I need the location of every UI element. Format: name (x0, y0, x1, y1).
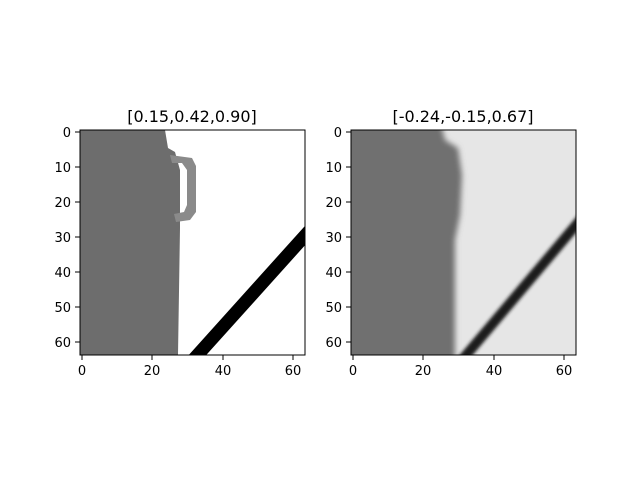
y-tick: 0 (63, 126, 80, 141)
y-tick-label: 30 (325, 231, 342, 246)
x-tick-label: 60 (556, 364, 573, 379)
y-tick-label: 50 (325, 301, 342, 316)
axes-frame (79, 129, 306, 356)
x-tick-label: 0 (349, 364, 357, 379)
y-axis: 0 10 20 30 40 50 60 (54, 126, 80, 351)
y-tick-label: 60 (325, 336, 342, 351)
x-tick-label: 0 (78, 364, 86, 379)
y-tick: 20 (325, 196, 351, 211)
y-tick-label: 50 (54, 301, 71, 316)
y-tick-label: 20 (325, 196, 342, 211)
x-tick-label: 20 (415, 364, 432, 379)
x-tick-label: 40 (486, 364, 503, 379)
x-tick: 60 (556, 355, 573, 379)
panel-left: [0.15,0.42,0.90] 0 10 20 30 (54, 107, 306, 379)
x-tick: 60 (285, 355, 302, 379)
x-tick: 20 (415, 355, 432, 379)
y-tick: 10 (54, 161, 80, 176)
x-tick: 0 (78, 355, 86, 379)
y-tick: 20 (54, 196, 80, 211)
y-tick: 0 (334, 126, 351, 141)
x-tick: 0 (349, 355, 357, 379)
y-tick: 60 (54, 336, 80, 351)
y-tick: 50 (325, 301, 351, 316)
panel-right: [-0.24,-0.15,0.67] 0 10 20 30 (325, 107, 577, 379)
y-tick: 30 (325, 231, 351, 246)
y-tick-label: 30 (54, 231, 71, 246)
dark-region (80, 130, 180, 355)
axes-frame (350, 129, 577, 356)
diagonal-stroke (459, 217, 576, 355)
x-tick-label: 60 (285, 364, 302, 379)
x-axis: 0 20 40 60 (78, 355, 301, 379)
y-tick: 40 (325, 266, 351, 281)
x-tick-label: 40 (215, 364, 232, 379)
y-tick-label: 0 (63, 126, 71, 141)
heatmap-image (79, 129, 306, 356)
hook-shape (170, 155, 196, 222)
diagonal-stroke (188, 225, 305, 355)
y-tick: 60 (325, 336, 351, 351)
x-tick: 20 (144, 355, 161, 379)
y-tick-label: 20 (54, 196, 71, 211)
y-tick-label: 10 (54, 161, 71, 176)
x-tick-label: 20 (144, 364, 161, 379)
heatmap-image (350, 129, 577, 356)
y-tick: 40 (54, 266, 80, 281)
chart-title: [-0.24,-0.15,0.67] (392, 107, 533, 126)
dark-region (351, 130, 462, 355)
y-tick-label: 40 (54, 266, 71, 281)
y-tick-label: 0 (334, 126, 342, 141)
y-tick-label: 60 (54, 336, 71, 351)
x-tick: 40 (215, 355, 232, 379)
y-tick: 50 (54, 301, 80, 316)
y-tick: 10 (325, 161, 351, 176)
x-tick: 40 (486, 355, 503, 379)
y-tick-label: 10 (325, 161, 342, 176)
x-axis: 0 20 40 60 (349, 355, 572, 379)
y-axis: 0 10 20 30 40 50 60 (325, 126, 351, 351)
y-tick: 30 (54, 231, 80, 246)
chart-title: [0.15,0.42,0.90] (127, 107, 257, 126)
y-tick-label: 40 (325, 266, 342, 281)
